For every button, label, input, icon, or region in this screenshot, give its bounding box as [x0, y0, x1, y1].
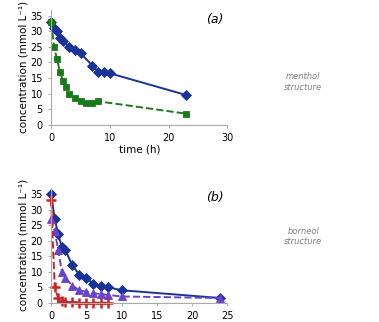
Text: (b): (b): [206, 191, 224, 204]
Y-axis label: concentration (mmol L⁻¹): concentration (mmol L⁻¹): [19, 179, 29, 311]
X-axis label: time (h): time (h): [119, 144, 160, 154]
Text: menthol
structure: menthol structure: [284, 72, 322, 92]
Y-axis label: concentration (mmol L⁻¹): concentration (mmol L⁻¹): [19, 1, 29, 133]
Text: (a): (a): [206, 13, 224, 26]
Text: borneol
structure: borneol structure: [284, 227, 322, 246]
